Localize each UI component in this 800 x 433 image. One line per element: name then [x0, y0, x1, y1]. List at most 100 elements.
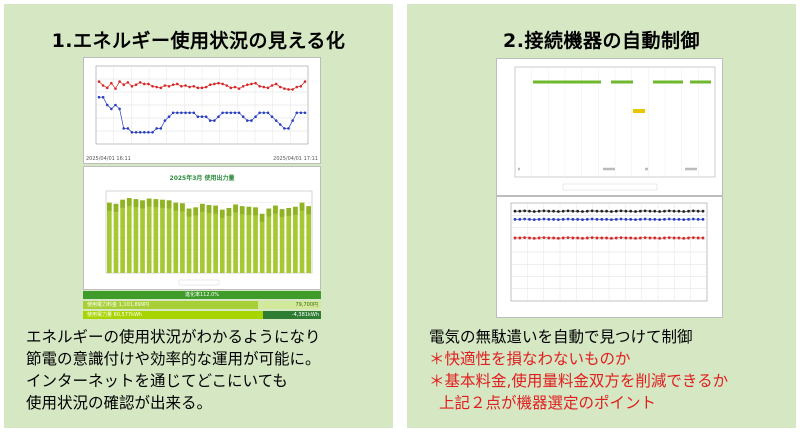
bar-cap — [200, 203, 205, 212]
series-point-1 — [126, 127, 130, 130]
series-point-2 — [571, 236, 575, 240]
right-desc-red-1: ＊快適性を損なわないものか — [429, 350, 631, 368]
achievement-gauge-label: 進化率112.0% — [184, 292, 220, 298]
monthly-chart-title: 2025年3月 使用出力量 — [169, 175, 235, 182]
series-point-2 — [687, 236, 690, 240]
series-point-1 — [614, 217, 618, 221]
bar — [200, 203, 205, 273]
series-point-2 — [658, 236, 662, 240]
bar — [286, 207, 292, 273]
series-point-1 — [147, 131, 150, 134]
series-point-2 — [523, 236, 527, 240]
usage-gauge-value: -4,381kWh — [263, 311, 321, 319]
chart-end-time: 2025/04/01 17:11 — [273, 156, 318, 162]
bar-cap — [239, 206, 245, 215]
series-point-2 — [614, 236, 618, 240]
series-point-2 — [701, 236, 705, 240]
series-point-1 — [576, 217, 580, 221]
right-desc-red-3: 上記２点が機器選定のポイント — [439, 394, 657, 412]
bar — [186, 208, 192, 273]
schedule-segment — [690, 80, 711, 84]
series-point-2 — [643, 236, 647, 240]
series-point-1 — [180, 111, 183, 115]
schedule-segment — [533, 80, 601, 84]
device-schedule-chart — [514, 66, 716, 191]
series-point-0 — [634, 210, 637, 213]
bar — [206, 205, 212, 273]
series-point-1 — [134, 131, 138, 134]
bar-cap — [266, 208, 272, 217]
bar-cap — [140, 200, 145, 209]
series-point-1 — [672, 217, 676, 221]
series-point-0 — [250, 82, 253, 86]
series-point-2 — [537, 236, 541, 240]
series-point-1 — [547, 217, 551, 221]
bar-cap — [126, 198, 132, 207]
series-point-0 — [291, 88, 294, 91]
series-point-1 — [114, 103, 117, 107]
series-point-0 — [167, 84, 171, 88]
series-point-0 — [638, 209, 642, 213]
series-point-0 — [204, 85, 208, 89]
series-point-0 — [653, 209, 657, 213]
series-point-0 — [213, 82, 216, 86]
bar — [306, 206, 312, 273]
series-point-1 — [184, 111, 187, 115]
series-point-0 — [532, 210, 536, 213]
series-point-1 — [295, 111, 299, 115]
series-point-0 — [138, 81, 142, 84]
bar — [126, 198, 132, 273]
series-point-0 — [233, 85, 237, 89]
series-point-1 — [687, 217, 690, 221]
series-point-0 — [528, 209, 531, 213]
bar — [253, 207, 258, 273]
cost-gauge-label: 使用電力料金 1,101,899円 — [87, 302, 150, 308]
bar-cap — [193, 207, 199, 216]
schedule-segment — [518, 167, 520, 171]
series-point-0 — [571, 209, 575, 213]
cost-gauge-value: 79,700円 — [295, 302, 319, 308]
bar-cap — [206, 205, 212, 214]
series-point-0 — [217, 81, 220, 85]
bar — [113, 203, 119, 273]
chart-legend — [178, 279, 220, 286]
bar — [120, 199, 125, 273]
bar — [173, 202, 179, 273]
series-point-2 — [581, 236, 584, 240]
series-point-1 — [163, 119, 167, 122]
right-panel: 2.接続機器の自動制御 電気の無駄遣いを自動で見つけて制御 ＊快適性を損なわない… — [407, 4, 796, 428]
series-point-0 — [600, 209, 604, 213]
bar-cap — [299, 202, 305, 211]
series-point-0 — [614, 209, 618, 213]
series-point-1 — [532, 218, 536, 222]
series-point-0 — [537, 209, 541, 213]
series-line-0 — [515, 210, 703, 212]
series-point-0 — [605, 209, 608, 213]
series-point-1 — [571, 217, 575, 221]
series-point-1 — [258, 111, 261, 115]
series-point-1 — [167, 115, 171, 118]
series-point-1 — [274, 119, 278, 122]
series-point-2 — [629, 236, 633, 240]
series-point-1 — [105, 103, 109, 107]
series-point-0 — [143, 82, 146, 86]
series-point-0 — [295, 85, 299, 89]
bar-cap — [180, 203, 185, 212]
bar — [166, 200, 172, 273]
bar — [259, 213, 265, 273]
left-panel-title: 1.エネルギー使用状況の見える化 — [51, 30, 346, 52]
series-point-1 — [155, 127, 158, 130]
bar-cap — [259, 213, 265, 222]
bar-cap — [120, 199, 125, 208]
series-point-1 — [101, 95, 105, 99]
bar — [133, 199, 139, 273]
series-point-1 — [605, 217, 608, 221]
series-point-1 — [196, 115, 200, 118]
series-point-1 — [229, 111, 233, 115]
series-point-1 — [600, 217, 604, 221]
series-point-2 — [682, 236, 686, 240]
bar — [193, 207, 199, 273]
series-point-2 — [663, 236, 666, 240]
series-point-1 — [118, 107, 121, 111]
bar — [140, 200, 145, 273]
